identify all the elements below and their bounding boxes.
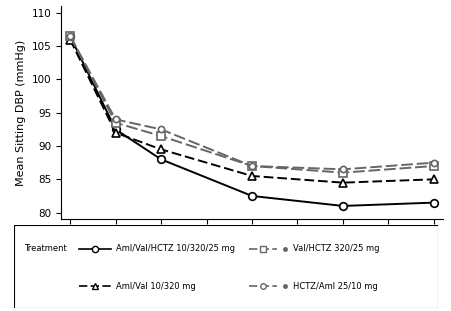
X-axis label: Week: Week [236,244,267,254]
Text: Val/HCTZ 320/25 mg: Val/HCTZ 320/25 mg [293,244,379,253]
Y-axis label: Mean Sitting DBP (mmHg): Mean Sitting DBP (mmHg) [16,39,26,186]
Text: Aml/Val/HCTZ 10/320/25 mg: Aml/Val/HCTZ 10/320/25 mg [116,244,235,253]
Text: Treatment: Treatment [24,244,67,253]
Text: Aml/Val 10/320 mg: Aml/Val 10/320 mg [116,282,196,291]
Text: HCTZ/Aml 25/10 mg: HCTZ/Aml 25/10 mg [293,282,377,291]
